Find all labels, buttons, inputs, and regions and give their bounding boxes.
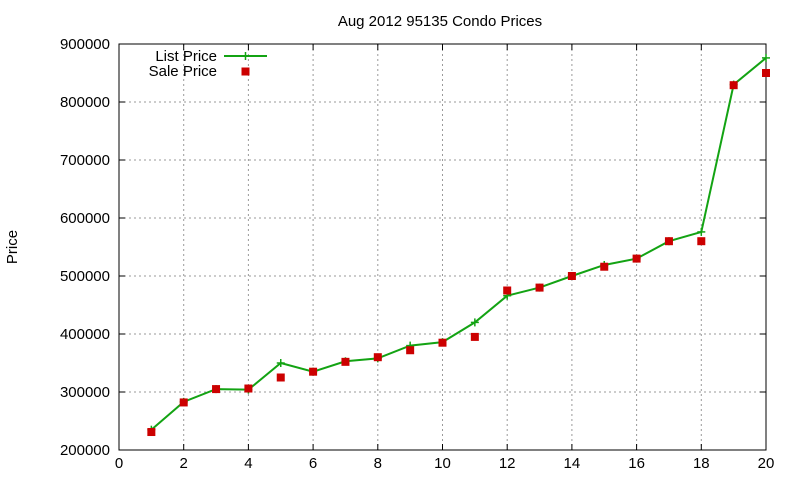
list-price-point — [697, 227, 706, 236]
y-tick-label: 600000 — [60, 210, 110, 227]
list-price-point — [276, 359, 285, 367]
sale-price-point — [212, 385, 221, 394]
tick-layer: 0 2 4 6 8 10 12 14 16 18 20 200000 300000 400000 50000… — [60, 36, 774, 472]
y-tick-label: 200000 — [60, 442, 110, 459]
sale-price-point — [535, 283, 544, 292]
legend-label-list-price: List Price — [155, 48, 217, 65]
x-tick-label: 14 — [564, 455, 581, 472]
sale-price-point — [632, 254, 641, 263]
legend-marker-list-price — [241, 52, 250, 60]
sale-price-point — [503, 286, 512, 295]
legend: List Price Sale Price — [149, 48, 267, 80]
x-tick-label: 6 — [309, 455, 317, 472]
sale-price-point — [600, 262, 609, 271]
list-price-point — [762, 53, 770, 62]
sale-price-point — [341, 357, 350, 366]
y-tick-label: 700000 — [60, 152, 110, 169]
sale-price-point — [664, 237, 673, 246]
sale-price-point — [762, 69, 770, 77]
y-tick-label: 400000 — [60, 326, 110, 343]
x-tick-label: 4 — [244, 455, 252, 472]
sale-price-point — [179, 398, 188, 407]
sale-price-point — [147, 428, 156, 437]
series-line-list-price — [150, 57, 767, 431]
y-tick-label: 800000 — [60, 94, 110, 111]
x-tick-label: 2 — [180, 455, 188, 472]
sale-price-point — [438, 338, 447, 347]
y-axis-title: Price — [4, 230, 21, 264]
sale-price-point — [567, 272, 576, 280]
sale-price-point — [276, 373, 285, 382]
y-tick-label: 300000 — [60, 384, 110, 401]
legend-marker-sale-price — [241, 67, 250, 76]
chart-title: Aug 2012 95135 Condo Prices — [338, 13, 542, 30]
sale-price-point — [406, 346, 415, 355]
x-tick-label: 8 — [374, 455, 382, 472]
sale-price-point — [309, 367, 318, 376]
sale-price-point — [470, 332, 479, 341]
series-layer — [147, 53, 770, 437]
x-tick-label: 18 — [693, 455, 710, 472]
sale-price-point — [697, 237, 706, 246]
sale-price-point — [373, 353, 382, 362]
y-tick-label: 500000 — [60, 268, 110, 285]
legend-label-sale-price: Sale Price — [149, 63, 217, 80]
x-tick-label: 20 — [758, 455, 775, 472]
list-price-point — [470, 318, 479, 327]
x-tick-label: 16 — [628, 455, 645, 472]
x-tick-label: 12 — [499, 455, 516, 472]
sale-price-point — [244, 384, 253, 393]
sale-price-point — [729, 81, 738, 90]
x-tick-label: 0 — [115, 455, 123, 472]
y-tick-label: 900000 — [60, 36, 110, 53]
x-tick-label: 10 — [434, 455, 451, 472]
